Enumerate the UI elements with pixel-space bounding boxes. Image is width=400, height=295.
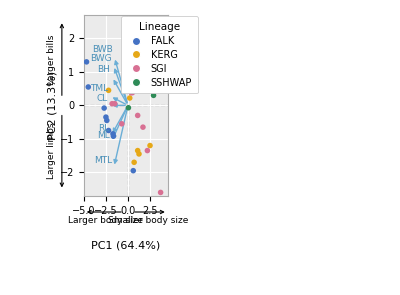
Point: [85, 85, 92, 89]
Text: BH: BH: [98, 65, 110, 74]
Point: [134, 148, 141, 153]
Point: [128, 55, 135, 59]
Text: CL: CL: [96, 94, 108, 103]
Point: [136, 152, 142, 156]
Point: [103, 115, 109, 119]
Text: Larger limbs: Larger limbs: [47, 122, 56, 179]
Point: [159, 76, 165, 80]
Point: [110, 134, 117, 139]
Point: [152, 66, 158, 71]
Text: MTL: MTL: [94, 156, 112, 165]
Point: [109, 101, 115, 106]
Point: [110, 132, 116, 136]
Point: [105, 88, 112, 93]
Point: [131, 160, 137, 165]
Point: [147, 143, 153, 148]
Text: BWB: BWB: [92, 45, 112, 54]
Point: [125, 105, 132, 110]
Legend: FALK, KERG, SGI, SSHWAP: FALK, KERG, SGI, SSHWAP: [121, 16, 198, 94]
Point: [150, 82, 156, 87]
Point: [130, 168, 136, 173]
Point: [144, 148, 150, 153]
Point: [126, 96, 133, 100]
Text: Smaller body size: Smaller body size: [108, 216, 188, 225]
Point: [158, 190, 164, 195]
Point: [138, 65, 144, 70]
Point: [129, 90, 136, 95]
Point: [83, 60, 90, 64]
Text: TML: TML: [90, 84, 108, 93]
Text: Larger bills: Larger bills: [47, 35, 56, 85]
Point: [112, 101, 118, 106]
Point: [140, 125, 146, 130]
Point: [105, 128, 112, 133]
Text: Larger body size: Larger body size: [68, 216, 144, 225]
Point: [134, 113, 141, 118]
Point: [150, 93, 157, 98]
Y-axis label: PC2 (13.3%): PC2 (13.3%): [47, 71, 57, 140]
Text: ML: ML: [97, 130, 110, 140]
Text: RL: RL: [98, 124, 110, 133]
X-axis label: PC1 (64.4%): PC1 (64.4%): [91, 240, 160, 250]
Point: [136, 65, 143, 70]
Point: [101, 106, 107, 110]
Point: [151, 76, 158, 80]
Point: [133, 67, 139, 72]
Point: [104, 118, 110, 123]
Point: [128, 90, 134, 95]
Point: [118, 122, 125, 126]
Point: [150, 89, 156, 94]
Point: [148, 30, 155, 34]
Text: BWG: BWG: [90, 53, 112, 63]
